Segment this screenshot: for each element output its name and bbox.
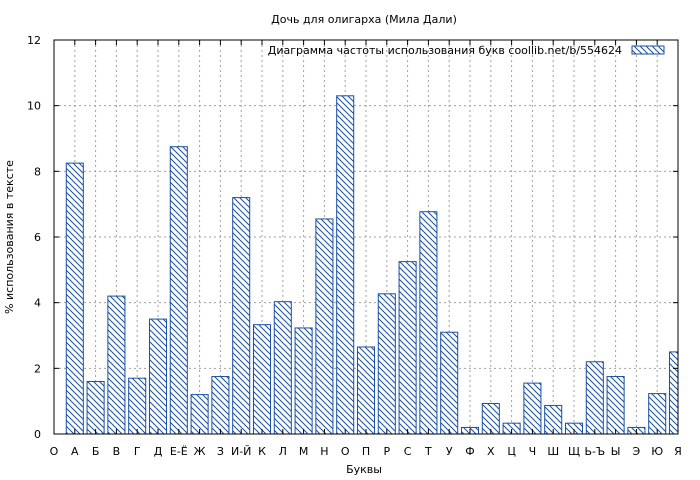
y-tick-label: 12	[27, 34, 41, 47]
bar-О	[336, 95, 355, 435]
bar-Е-Ё	[169, 146, 188, 435]
y-tick-label: 0	[34, 428, 41, 441]
x-tick-label: О	[50, 445, 59, 458]
bar-Н	[315, 218, 334, 435]
x-tick-label: Ы	[611, 445, 621, 458]
x-tick-label: А	[71, 445, 79, 458]
legend-label: Диаграмма частоты использования букв coo…	[268, 44, 622, 57]
x-axis-ticks: О А Б В Г Д Е-Ё Ж З И-Й К Л М Н О П Р С Т У Ф Х Ц Ч Ш Щ Ь-Ъ Ы Э Ю Я	[50, 40, 682, 458]
x-tick-label: П	[362, 445, 370, 458]
x-tick-label: Ш	[547, 445, 559, 458]
y-tick-label: 10	[27, 100, 41, 113]
y-tick-label: 4	[34, 297, 41, 310]
x-tick-label: З	[217, 445, 224, 458]
x-tick-label: Ь-Ъ	[584, 445, 605, 458]
x-tick-label: Д	[154, 445, 163, 458]
bar-П	[356, 346, 376, 435]
x-tick-label: О	[341, 445, 350, 458]
x-tick-label: У	[446, 445, 453, 458]
bar-У	[440, 331, 459, 435]
bar-Б	[86, 380, 105, 435]
x-tick-label: Л	[279, 445, 287, 458]
x-tick-label: Щ	[568, 445, 580, 458]
x-tick-label: Э	[633, 445, 641, 458]
x-tick-label: Т	[424, 445, 432, 458]
x-tick-label: Ж	[194, 445, 206, 458]
y-tick-label: 2	[34, 362, 41, 375]
chart-title: Дочь для олигарха (Мила Дали)	[271, 13, 457, 26]
y-tick-label: 6	[34, 231, 41, 244]
bar-Т	[419, 211, 438, 435]
x-tick-label: Ц	[507, 445, 516, 458]
bar-Д	[148, 318, 168, 435]
bar-З	[211, 376, 230, 435]
y-axis-label: % использования в тексте	[3, 160, 16, 314]
x-tick-label: М	[299, 445, 309, 458]
bar-М	[294, 327, 313, 435]
bar-В	[107, 295, 126, 435]
y-axis-ticks: 0 2 4 6 8 10 12	[27, 34, 678, 441]
bar-Ж	[190, 394, 209, 435]
x-tick-label: Х	[487, 445, 495, 458]
x-tick-label: Б	[92, 445, 100, 458]
bars	[65, 95, 679, 435]
y-tick-label: 8	[34, 165, 41, 178]
bar-К	[252, 324, 272, 435]
bar-С	[398, 261, 417, 435]
bar-И-Й	[232, 197, 251, 435]
x-tick-label: Ф	[465, 445, 474, 458]
x-tick-label: Р	[383, 445, 390, 458]
x-tick-label: С	[404, 445, 412, 458]
x-tick-label: И-Й	[231, 445, 251, 458]
x-tick-label: Ю	[651, 445, 663, 458]
x-tick-label: Н	[320, 445, 328, 458]
x-tick-label: Ч	[529, 445, 537, 458]
bar-Ы	[606, 376, 625, 435]
bar-Ь-Ъ	[585, 361, 604, 435]
bar-А	[65, 162, 84, 435]
x-axis-label: Буквы	[346, 463, 382, 476]
bar-Ч	[523, 382, 542, 435]
bar-Я	[668, 351, 679, 435]
bar-Л	[273, 301, 292, 435]
legend: Диаграмма частоты использования букв coo…	[268, 44, 665, 57]
x-tick-label: Я	[674, 445, 682, 458]
x-tick-label: В	[113, 445, 121, 458]
x-tick-label: Е-Ё	[170, 445, 188, 458]
legend-swatch	[631, 45, 665, 55]
x-tick-label: Г	[134, 445, 141, 458]
bar-Ю	[648, 393, 667, 435]
bar-Г	[128, 377, 147, 435]
bar-Р	[377, 293, 396, 435]
x-tick-label: К	[258, 445, 266, 458]
